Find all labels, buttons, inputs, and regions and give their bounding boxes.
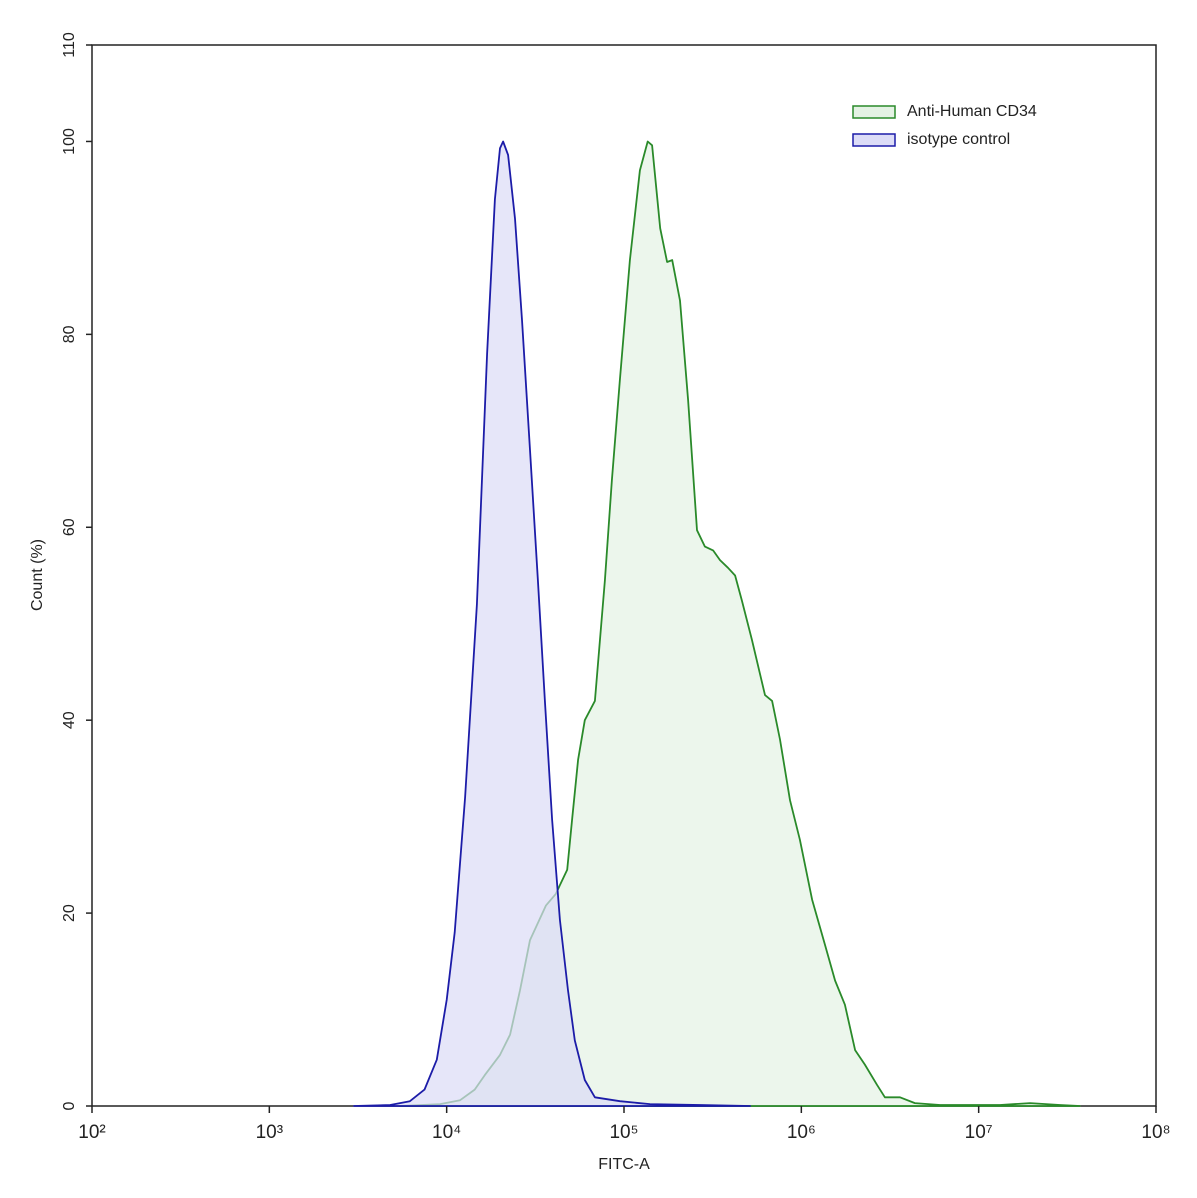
legend-label: isotype control <box>907 131 1010 148</box>
y-tick-label: 0 <box>61 1101 78 1110</box>
x-tick-label: 10² <box>78 1122 105 1143</box>
legend-swatch <box>852 105 896 119</box>
histogram-area <box>353 140 751 1107</box>
y-tick-label: 20 <box>61 904 78 922</box>
x-tick-label: 10⁵ <box>609 1122 638 1143</box>
x-axis-label: FITC-A <box>598 1156 650 1173</box>
y-tick-label: 110 <box>61 32 78 58</box>
legend-swatch <box>852 133 896 147</box>
x-tick-label: 10⁴ <box>432 1122 461 1143</box>
x-tick-label: 10³ <box>256 1122 283 1143</box>
legend-label: Anti-Human CD34 <box>907 103 1037 120</box>
y-tick-label: 60 <box>61 518 78 536</box>
x-tick-label: 10⁶ <box>787 1122 816 1143</box>
y-axis-label: Count (%) <box>29 539 46 611</box>
y-tick-label: 100 <box>61 128 78 155</box>
x-tick-label: 10⁷ <box>965 1122 993 1143</box>
x-tick-label: 10⁸ <box>1141 1122 1170 1143</box>
y-tick-label: 40 <box>61 711 78 729</box>
y-tick-label: 80 <box>61 325 78 343</box>
